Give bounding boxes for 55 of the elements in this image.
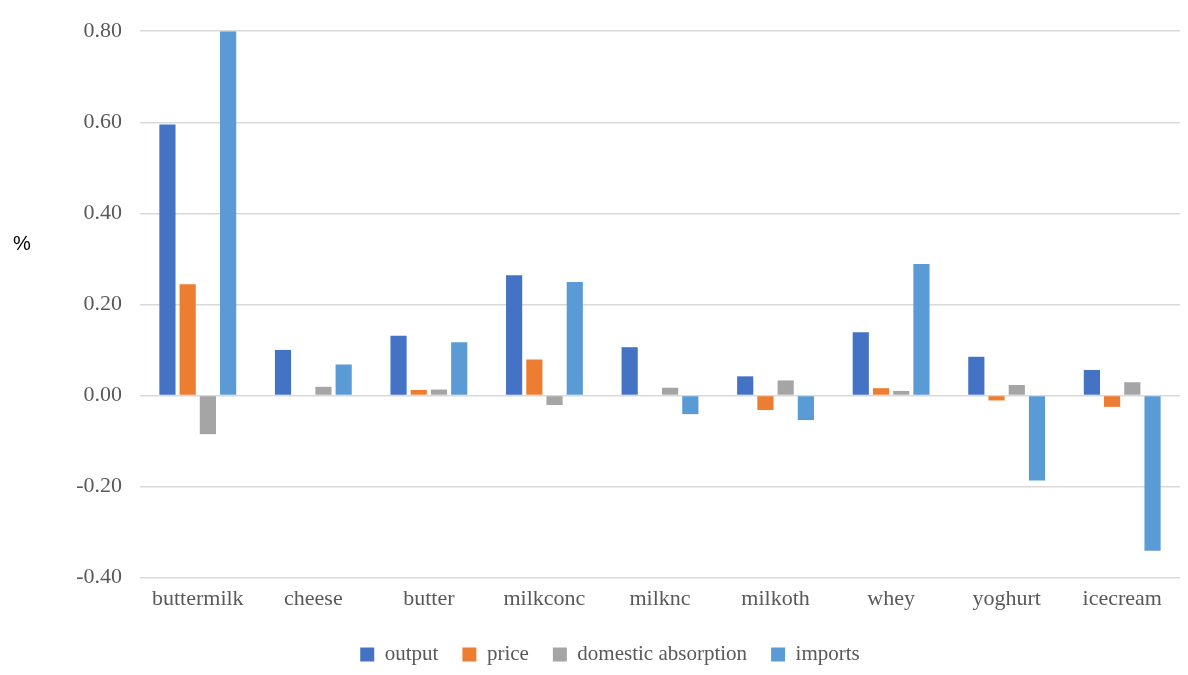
y-tick-label: 0.60: [83, 108, 122, 134]
y-axis-title: %: [13, 231, 32, 254]
bar: [737, 376, 754, 395]
legend-label: imports: [795, 641, 860, 666]
y-tick-label: 0.80: [83, 16, 122, 42]
legend-label: domestic absorption: [577, 641, 748, 666]
x-tick-label: milknc: [629, 584, 691, 610]
bar: [390, 335, 407, 395]
bar: [797, 396, 814, 421]
bar: [335, 364, 352, 395]
bar: [410, 390, 427, 395]
x-tick-label: cheese: [284, 584, 343, 610]
bar: [777, 380, 794, 395]
bar: [179, 284, 196, 395]
bar: [566, 282, 583, 395]
x-tick-label: yoghurt: [972, 584, 1041, 610]
bar: [872, 388, 890, 395]
bar: [1083, 369, 1100, 395]
bar: [968, 356, 985, 395]
bar: [913, 263, 930, 395]
x-tick-label: milkconc: [503, 584, 586, 610]
bar: [1144, 396, 1161, 551]
y-tick-label: -0.40: [76, 563, 122, 589]
y-tick-label: 0.40: [83, 199, 122, 225]
bar: [199, 396, 216, 435]
bar: [757, 396, 774, 411]
bar: [1104, 396, 1121, 407]
y-tick-label: 0.00: [83, 381, 122, 407]
bar: [315, 386, 332, 395]
bar: [662, 387, 679, 395]
x-tick-label: milkoth: [741, 584, 810, 610]
legend-label: output: [384, 641, 439, 666]
bar: [506, 275, 523, 395]
bar: [1028, 396, 1046, 481]
bar: [1008, 384, 1025, 395]
bar: [430, 389, 448, 395]
y-tick-label: 0.20: [83, 290, 122, 316]
x-tick-label: butter: [403, 584, 456, 610]
bar: [621, 347, 638, 395]
y-tick-label: -0.20: [76, 472, 122, 498]
bar: [451, 342, 468, 395]
bar: [852, 332, 869, 395]
legend-label: price: [486, 641, 529, 666]
bar: [893, 390, 910, 395]
bar: [159, 124, 176, 395]
bar: [546, 396, 563, 406]
bar: [1124, 382, 1141, 395]
bar: [526, 359, 543, 395]
x-tick-label: buttermilk: [151, 584, 244, 610]
bar: [682, 396, 699, 415]
bar: [274, 349, 292, 395]
bar: [220, 31, 237, 395]
x-tick-label: whey: [867, 584, 915, 610]
x-tick-label: icecream: [1082, 584, 1162, 610]
bar: [988, 396, 1005, 401]
